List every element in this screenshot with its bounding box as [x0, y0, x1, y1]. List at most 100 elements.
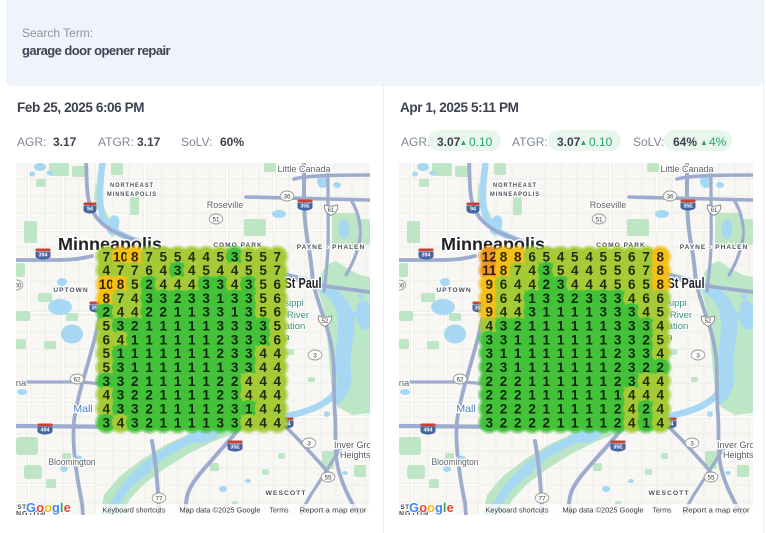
- svg-text:4: 4: [259, 415, 267, 430]
- svg-text:6: 6: [628, 277, 636, 292]
- svg-text:1: 1: [188, 346, 196, 361]
- svg-text:3: 3: [614, 319, 622, 334]
- svg-text:1: 1: [188, 360, 196, 375]
- svg-text:6: 6: [628, 263, 636, 278]
- svg-text:7: 7: [642, 249, 650, 264]
- svg-text:1: 1: [188, 305, 196, 320]
- svg-text:4: 4: [557, 249, 565, 264]
- svg-text:1: 1: [600, 332, 608, 347]
- svg-text:1: 1: [557, 415, 565, 430]
- svg-text:1: 1: [145, 332, 153, 347]
- svg-text:3: 3: [628, 346, 636, 361]
- svg-text:4: 4: [259, 374, 267, 389]
- svg-text:4: 4: [117, 332, 125, 347]
- svg-text:6: 6: [274, 305, 282, 320]
- svg-text:11: 11: [482, 263, 497, 278]
- svg-text:2: 2: [145, 388, 153, 403]
- svg-text:2: 2: [514, 401, 522, 416]
- svg-text:4: 4: [657, 415, 665, 430]
- svg-text:1: 1: [585, 401, 593, 416]
- svg-text:3: 3: [131, 401, 139, 416]
- svg-text:3: 3: [614, 305, 622, 320]
- svg-text:3: 3: [217, 305, 225, 320]
- svg-text:6: 6: [274, 332, 282, 347]
- svg-text:2: 2: [217, 374, 225, 389]
- svg-text:1: 1: [202, 346, 210, 361]
- svg-text:8: 8: [514, 249, 522, 264]
- svg-text:1: 1: [174, 401, 182, 416]
- svg-text:2: 2: [486, 360, 494, 375]
- svg-text:4: 4: [585, 277, 593, 292]
- svg-text:3: 3: [231, 360, 239, 375]
- svg-text:2: 2: [131, 388, 139, 403]
- svg-text:1: 1: [174, 374, 182, 389]
- svg-text:4: 4: [245, 415, 253, 430]
- svg-text:6: 6: [274, 291, 282, 306]
- svg-text:1: 1: [543, 360, 551, 375]
- svg-text:5: 5: [259, 305, 267, 320]
- svg-text:2: 2: [514, 415, 522, 430]
- svg-text:1: 1: [571, 360, 579, 375]
- svg-text:1: 1: [188, 401, 196, 416]
- svg-text:5: 5: [259, 291, 267, 306]
- svg-text:2: 2: [160, 305, 168, 320]
- svg-text:4: 4: [245, 388, 253, 403]
- svg-text:9: 9: [486, 277, 494, 292]
- svg-text:3: 3: [131, 415, 139, 430]
- svg-text:5: 5: [245, 249, 253, 264]
- svg-text:5: 5: [174, 249, 182, 264]
- svg-text:1: 1: [160, 332, 168, 347]
- svg-text:4: 4: [202, 249, 210, 264]
- svg-text:4: 4: [528, 277, 536, 292]
- svg-text:3: 3: [217, 277, 225, 292]
- svg-text:5: 5: [245, 263, 253, 278]
- svg-text:3: 3: [103, 374, 111, 389]
- svg-text:1: 1: [585, 305, 593, 320]
- svg-text:3: 3: [500, 332, 508, 347]
- svg-text:2: 2: [614, 360, 622, 375]
- svg-text:2: 2: [145, 401, 153, 416]
- svg-text:6: 6: [628, 249, 636, 264]
- svg-text:4: 4: [628, 291, 636, 306]
- svg-text:1: 1: [528, 332, 536, 347]
- svg-text:1: 1: [571, 346, 579, 361]
- svg-text:3: 3: [202, 277, 210, 292]
- svg-text:4: 4: [628, 401, 636, 416]
- svg-text:2: 2: [486, 388, 494, 403]
- svg-text:2: 2: [145, 415, 153, 430]
- svg-text:1: 1: [585, 388, 593, 403]
- svg-text:5: 5: [642, 277, 650, 292]
- svg-text:1: 1: [160, 346, 168, 361]
- svg-text:4: 4: [231, 277, 239, 292]
- svg-text:1: 1: [543, 332, 551, 347]
- svg-text:5: 5: [259, 249, 267, 264]
- svg-text:3: 3: [500, 360, 508, 375]
- svg-text:3: 3: [103, 415, 111, 430]
- svg-text:7: 7: [642, 263, 650, 278]
- svg-text:2: 2: [486, 401, 494, 416]
- svg-text:1: 1: [528, 360, 536, 375]
- svg-text:3: 3: [160, 291, 168, 306]
- svg-text:3: 3: [486, 346, 494, 361]
- svg-text:5: 5: [543, 249, 551, 264]
- svg-text:1: 1: [585, 374, 593, 389]
- svg-text:5: 5: [557, 263, 565, 278]
- svg-text:4: 4: [245, 374, 253, 389]
- svg-text:5: 5: [131, 277, 139, 292]
- svg-text:1: 1: [174, 346, 182, 361]
- svg-text:4: 4: [188, 263, 196, 278]
- svg-text:1: 1: [543, 319, 551, 334]
- svg-text:1: 1: [500, 346, 508, 361]
- svg-text:1: 1: [145, 374, 153, 389]
- svg-text:2: 2: [500, 374, 508, 389]
- svg-text:5: 5: [614, 249, 622, 264]
- svg-text:4: 4: [657, 374, 665, 389]
- svg-text:1: 1: [543, 374, 551, 389]
- svg-text:8: 8: [103, 291, 111, 306]
- svg-text:2: 2: [514, 319, 522, 334]
- svg-text:4: 4: [131, 305, 139, 320]
- svg-text:4: 4: [571, 263, 579, 278]
- svg-text:5: 5: [259, 277, 267, 292]
- svg-text:1: 1: [188, 332, 196, 347]
- svg-text:3: 3: [231, 388, 239, 403]
